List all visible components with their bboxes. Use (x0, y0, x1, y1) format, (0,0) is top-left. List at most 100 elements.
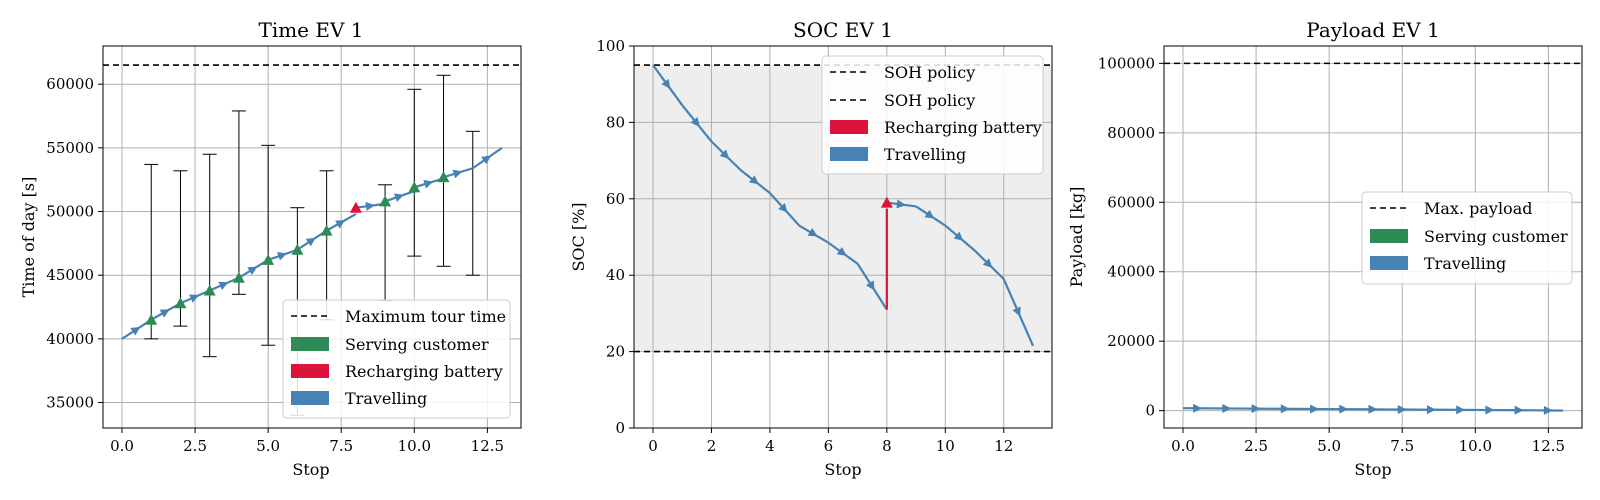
payload-travel-arrow (1397, 404, 1407, 414)
soc-y-tick-label: 60 (606, 190, 625, 208)
payload-travel-arrow (1368, 404, 1378, 414)
payload-travel-arrow (1514, 405, 1524, 415)
payload-legend-serving-customer-swatch (1370, 229, 1408, 243)
time-chart-xlabel: Stop (292, 460, 329, 479)
time-chart-ticks: 0.0 2.5 5.0 7.5 10.0 12.5 35000 40000 45000 50000… (46, 75, 504, 455)
payload-travel-arrow (1280, 404, 1290, 414)
time-serving-arrow (203, 284, 216, 296)
time-travel-arrow (218, 281, 229, 291)
time-serving-arrow (437, 171, 450, 183)
time-travel-arrow (247, 266, 258, 276)
payload-travel-arrow (1543, 405, 1553, 415)
payload-travel-arrow (1193, 403, 1203, 413)
soc-travel-arrow (778, 202, 788, 213)
time-legend-travelling-swatch (291, 391, 329, 405)
soc-legend-recharging-battery-swatch (830, 120, 868, 134)
soc-y-tick-label: 0 (615, 419, 625, 437)
time-travel-arrow (159, 309, 170, 318)
payload-y-tick-label: 0 (1145, 402, 1155, 420)
time-chart-title: Time EV 1 (258, 18, 363, 42)
time-x-tick-label: 0.0 (110, 437, 134, 455)
payload-x-tick-label: 10.0 (1459, 437, 1492, 455)
time-serving-arrow (262, 253, 275, 265)
soc-chart-frame (633, 45, 1053, 429)
time-serving-arrow (291, 243, 304, 255)
payload-y-tick-label: 100000 (1098, 54, 1155, 72)
soc-x-tick-label: 12 (994, 437, 1013, 455)
time-x-tick-label: 10.0 (398, 437, 431, 455)
payload-chart-title: Payload EV 1 (1306, 18, 1439, 42)
soc-chart-xlabel: Stop (824, 460, 861, 479)
payload-travel-arrow (1339, 404, 1349, 414)
time-legend-travelling: Travelling (345, 389, 427, 408)
time-travel-arrow (365, 201, 375, 211)
payload-chart-legend: Max. payload Serving customer Travelling (1361, 191, 1573, 285)
time-serving-arrow (232, 271, 245, 283)
soc-travel-arrow (719, 149, 730, 159)
time-legend-serving-customer-swatch (291, 337, 329, 351)
time-serving-arrow (379, 195, 392, 207)
soc-chart-title: SOC EV 1 (793, 18, 893, 42)
payload-legend-box (1361, 191, 1573, 285)
time-travel-arrow (452, 169, 463, 179)
soc-travel-arrow (1012, 306, 1021, 317)
soc-chart-ylabel: SOC [%] (569, 202, 588, 271)
time-serving-arrow (408, 181, 421, 193)
soc-travel-arrow (924, 209, 935, 219)
payload-y-tick-label: 60000 (1107, 193, 1155, 211)
payload-travel-arrow (1310, 404, 1320, 414)
soc-x-tick-label: 8 (882, 437, 892, 455)
payload-x-tick-label: 2.5 (1244, 437, 1268, 455)
time-y-tick-label: 55000 (46, 139, 94, 157)
payload-chart-ticks: 0.0 2.5 5.0 7.5 10.0 12.5 0 20000 40000 60000 8000… (1098, 54, 1565, 455)
soc-legend-box (821, 55, 1044, 175)
time-chart-frame (102, 45, 522, 429)
soc-travel-arrow (982, 258, 993, 268)
time-travel-arrow (393, 193, 404, 202)
time-travel-arrow (277, 252, 288, 261)
soc-legend-recharging-battery: Recharging battery (884, 118, 1042, 137)
soc-travel-arrow (866, 280, 875, 291)
time-y-tick-label: 40000 (46, 330, 94, 348)
soc-travel-arrow (807, 227, 818, 237)
time-travel-arrow (130, 326, 141, 336)
soc-x-tick-label: 4 (765, 437, 775, 455)
time-y-tick-label: 50000 (46, 203, 94, 221)
time-chart-plot-area (103, 64, 521, 416)
payload-travel-arrow (1426, 405, 1436, 415)
soc-travel-arrow (953, 231, 964, 241)
soc-recharging-arrow (880, 196, 893, 208)
payload-x-tick-label: 12.5 (1532, 437, 1565, 455)
time-chart: Time EV 1 0.0 2.5 5.0 7.5 10.0 12.5 35000 40000… (19, 18, 522, 479)
soc-travel-arrow (690, 117, 700, 127)
payload-chart-xlabel: Stop (1354, 460, 1391, 479)
time-x-tick-label: 5.0 (256, 437, 280, 455)
payload-chart: Payload EV 1 0.0 2.5 5.0 7.5 10.0 12.5 0 20000 4… (1067, 18, 1583, 479)
payload-legend-travelling-swatch (1370, 256, 1408, 270)
time-travel-arrow (335, 220, 346, 229)
soc-travel-arrow (661, 78, 671, 89)
time-legend-recharging-battery: Recharging battery (345, 362, 503, 381)
payload-y-tick-label: 40000 (1107, 263, 1155, 281)
soc-x-tick-label: 6 (824, 437, 834, 455)
payload-x-tick-label: 0.0 (1171, 437, 1195, 455)
payload-travel-arrow (1485, 405, 1495, 415)
soc-y-tick-label: 100 (596, 37, 625, 55)
time-legend-maximum-tour-time: Maximum tour time (345, 307, 506, 326)
time-legend-box (282, 299, 511, 419)
soc-x-tick-label: 10 (936, 437, 955, 455)
time-legend-serving-customer: Serving customer (345, 335, 489, 354)
time-recharging-arrow (349, 201, 362, 213)
payload-legend-travelling: Travelling (1424, 254, 1506, 273)
payload-legend-serving-customer: Serving customer (1424, 227, 1568, 246)
time-x-tick-label: 2.5 (183, 437, 207, 455)
soc-x-tick-label: 2 (707, 437, 717, 455)
time-chart-ylabel: Time of day [s] (19, 177, 38, 298)
time-y-tick-label: 60000 (46, 75, 94, 93)
soc-travel-arrow (748, 175, 759, 185)
payload-travel-arrow (1456, 405, 1466, 415)
payload-chart-frame (1163, 45, 1583, 429)
payload-y-tick-label: 20000 (1107, 332, 1155, 350)
time-y-tick-label: 35000 (46, 394, 94, 412)
